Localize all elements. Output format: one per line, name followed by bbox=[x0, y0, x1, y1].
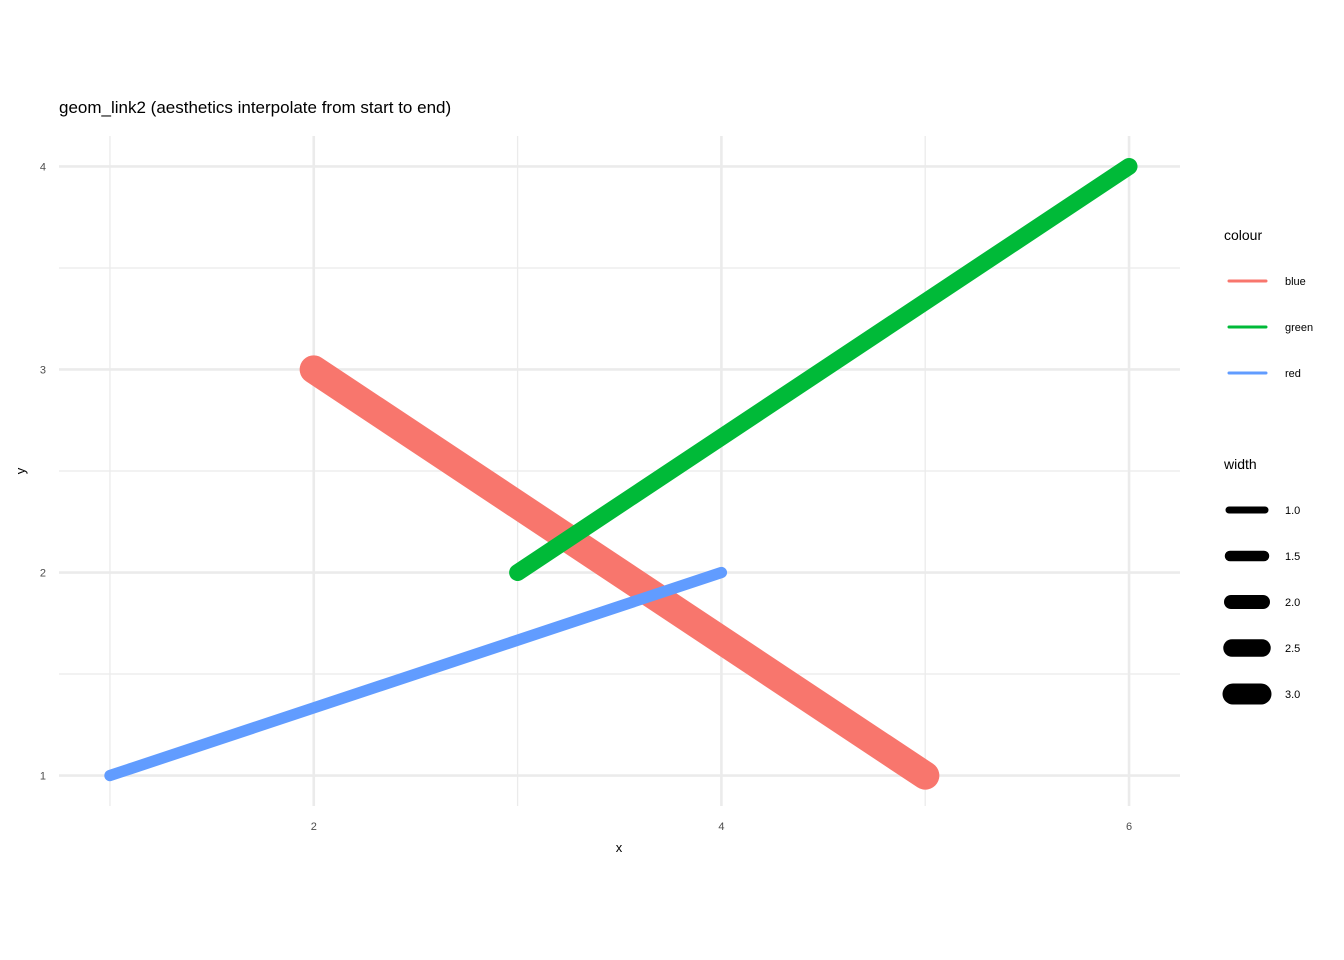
legend-colour-label: green bbox=[1285, 322, 1313, 334]
axis-ticks: 2 4 6 1 2 3 4 bbox=[40, 161, 1132, 833]
y-tick-label: 4 bbox=[40, 161, 46, 173]
chart-title: geom_link2 (aesthetics interpolate from … bbox=[59, 98, 451, 117]
legend: colour blue green red width 1.0 1.5 2.0 2.5 3.… bbox=[1222, 227, 1313, 705]
x-tick-label: 6 bbox=[1126, 821, 1132, 833]
legend-width-label: 1.0 bbox=[1285, 505, 1300, 517]
x-axis-label: x bbox=[616, 840, 623, 855]
legend-width-label: 3.0 bbox=[1285, 689, 1300, 701]
y-tick-label: 2 bbox=[40, 568, 46, 580]
legend-width-title: width bbox=[1223, 456, 1257, 472]
series-line-blue bbox=[299, 355, 940, 790]
x-tick-label: 2 bbox=[311, 821, 317, 833]
y-tick-label: 3 bbox=[40, 364, 46, 376]
series-line-red bbox=[104, 566, 728, 782]
legend-colour-label: blue bbox=[1285, 276, 1306, 288]
legend-colour-label: red bbox=[1285, 368, 1301, 380]
grid bbox=[59, 136, 1180, 806]
legend-width-label: 2.5 bbox=[1285, 643, 1300, 655]
series-line-green bbox=[509, 157, 1138, 581]
x-tick-label: 4 bbox=[718, 821, 724, 833]
legend-colour-title: colour bbox=[1224, 227, 1262, 243]
legend-width-label: 1.5 bbox=[1285, 551, 1300, 563]
series-layer bbox=[104, 157, 1138, 790]
y-axis-label: y bbox=[13, 467, 28, 474]
legend-width-label: 2.0 bbox=[1285, 597, 1300, 609]
y-tick-label: 1 bbox=[40, 771, 46, 783]
